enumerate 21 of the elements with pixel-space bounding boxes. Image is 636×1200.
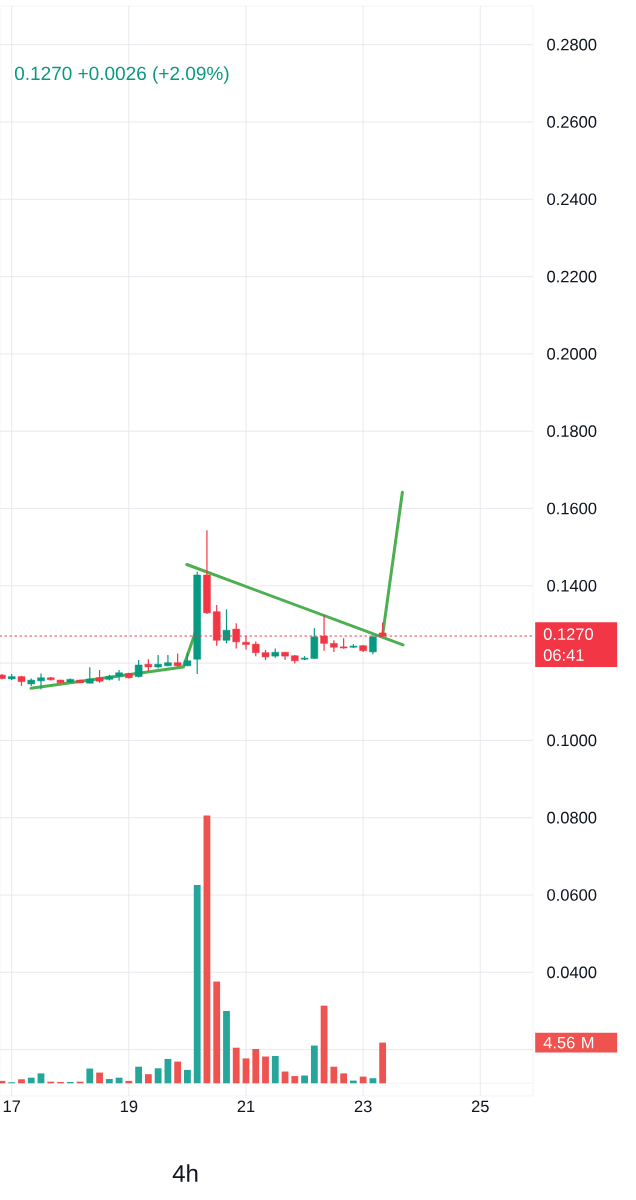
- x-tick-label: 19: [120, 1100, 138, 1113]
- y-tick-label: 0.2000: [547, 348, 597, 360]
- y-tick-label: 0.0400: [547, 966, 597, 979]
- y-tick-label: 0.1000: [547, 734, 597, 747]
- x-tick-label: 21: [237, 1100, 255, 1113]
- x-tick-label: 25: [471, 1100, 489, 1113]
- y-tick-label: 0.2200: [547, 270, 597, 283]
- text: 4h: [172, 1164, 198, 1182]
- y-tick-label: 0.0800: [547, 811, 597, 824]
- y-tick-label: 0.2600: [547, 116, 597, 128]
- annotation: 0.1270 +0.0026 (+2.09%): [14, 66, 229, 84]
- x-tick-label: 17: [3, 1100, 21, 1112]
- text: 4.56 M: [543, 1036, 594, 1049]
- y-tick-label: 0.1600: [547, 502, 597, 515]
- y-tick-label: 0.2800: [547, 38, 597, 51]
- ref-line-label: 0.1270 06:41: [543, 628, 594, 661]
- y-tick-label: 0.2400: [547, 193, 597, 206]
- y-tick-label: 0.1400: [547, 579, 597, 592]
- y-tick-label: 0.0600: [547, 889, 597, 901]
- y-tick-label: 0.1800: [547, 425, 597, 438]
- x-tick-label: 23: [354, 1100, 372, 1113]
